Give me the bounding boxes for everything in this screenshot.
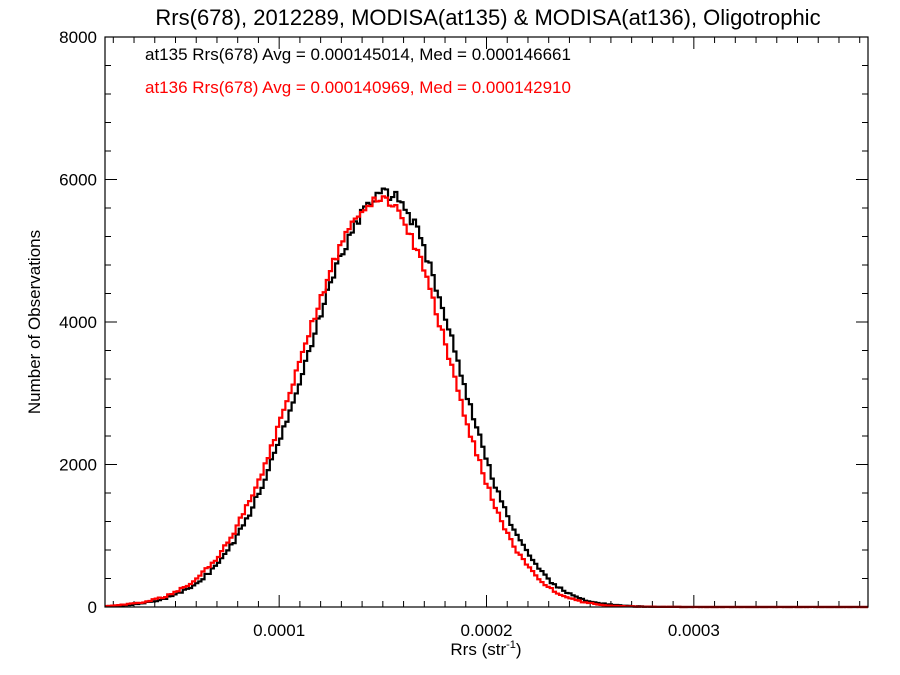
- x-tick-label: 0.0003: [668, 621, 720, 640]
- x-tick-label: 0.0001: [253, 621, 305, 640]
- x-axis-label-main: Rrs (str: [450, 640, 506, 659]
- y-tick-label: 4000: [59, 313, 97, 332]
- y-tick-label: 8000: [59, 28, 97, 47]
- histogram-series-at136: [105, 195, 869, 609]
- y-tick-label: 6000: [59, 171, 97, 190]
- y-tick-labels: 0 2000 4000 6000 8000: [59, 28, 97, 617]
- x-tick-label: 0.0002: [461, 621, 513, 640]
- legend-entry-at135: at135 Rrs(678) Avg = 0.000145014, Med = …: [145, 45, 571, 64]
- x-tick-labels: 0.0001 0.0002 0.0003: [253, 621, 720, 640]
- chart-title: Rrs(678), 2012289, MODISA(at135) & MODIS…: [155, 5, 820, 30]
- y-axis-label: Number of Observations: [25, 230, 44, 414]
- y-tick-label: 2000: [59, 456, 97, 475]
- axis-ticks: [105, 36, 868, 608]
- x-axis-label: Rrs (str-1): [450, 639, 521, 659]
- legend-entry-at136: at136 Rrs(678) Avg = 0.000140969, Med = …: [145, 78, 571, 97]
- plot-frame: [104, 36, 869, 608]
- y-tick-label: 0: [88, 598, 97, 617]
- histogram-series-at135: [105, 187, 869, 609]
- x-axis-label-exponent: -1: [506, 639, 516, 651]
- histogram-series: [105, 187, 869, 609]
- x-axis-label-close: ): [516, 640, 522, 659]
